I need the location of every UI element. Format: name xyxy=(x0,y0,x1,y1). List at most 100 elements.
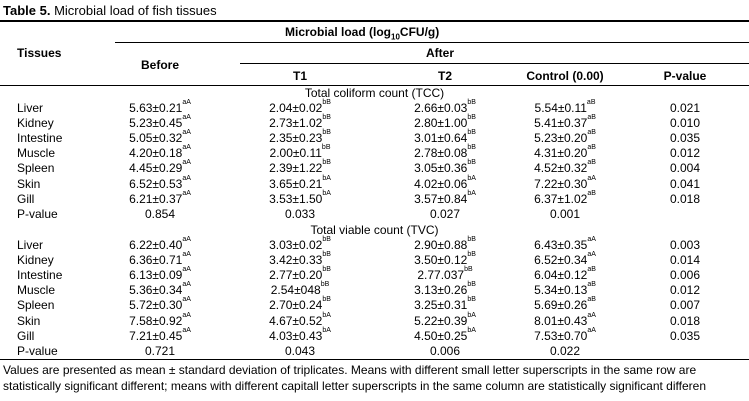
cell-value: 5.34±0.13 xyxy=(534,283,588,298)
cell-tissue: Kidney xyxy=(17,253,54,267)
cell-superscript: aA xyxy=(182,189,191,197)
cell-before: 0.721 xyxy=(110,344,210,358)
cell-before: 6.22±0.40aA xyxy=(110,236,210,252)
cell-before: 5.36±0.34aA xyxy=(110,281,210,297)
cell-value: 4.20±0.18 xyxy=(129,146,183,161)
cell-value: 7.53±0.70 xyxy=(534,328,588,343)
cell-control: 6.04±0.12aB xyxy=(515,266,615,282)
cell-pvalue: 0.035 xyxy=(650,131,720,145)
table-row: Intestine 6.13±0.09aA 2.77±0.20bB 2.77.037b… xyxy=(0,266,749,283)
cell-pvalue: 0.041 xyxy=(650,177,720,191)
cell-superscript: aA xyxy=(182,114,191,122)
cell-superscript: aA xyxy=(587,174,596,182)
cell-superscript: bB xyxy=(322,251,331,259)
header-pvalue: P-value xyxy=(663,69,707,83)
cell-value: 5.05±0.32 xyxy=(129,131,183,146)
cell-value: P-value xyxy=(17,206,58,221)
cell-superscript: bB xyxy=(467,114,476,122)
cell-before: 6.36±0.71aA xyxy=(110,251,210,267)
cell-value: 3.57±0.84 xyxy=(414,191,468,206)
cell-value: 0.018 xyxy=(669,313,701,328)
cell-pvalue: 0.007 xyxy=(650,298,720,312)
cell-t1: 2.35±0.23bB xyxy=(250,129,350,146)
cell-value: 2.00±0.11 xyxy=(269,146,322,161)
table-row: Skin 7.58±0.92aA 4.67±0.52bA 5.22±0.39bA 8.0… xyxy=(0,311,749,329)
cell-superscript: aB xyxy=(587,296,596,304)
cell-control: 5.34±0.13aB xyxy=(515,281,615,298)
cell-tissue: Liver xyxy=(17,101,43,115)
cell-value: Skin xyxy=(17,313,41,328)
cell-value: 2.35±0.23 xyxy=(269,131,323,146)
cell-tissue: Intestine xyxy=(17,131,62,145)
cell-tissue: Skin xyxy=(17,177,40,191)
cell-superscript: bA xyxy=(322,311,331,319)
cell-pvalue: 0.014 xyxy=(650,253,720,267)
cell-t2: 3.25±0.31bB xyxy=(395,296,495,312)
cell-value: 0.021 xyxy=(669,101,701,115)
cell-t1: 3.53±1.50bA xyxy=(250,190,350,206)
cell-t1: 0.033 xyxy=(250,207,350,221)
cell-superscript: bB xyxy=(321,144,331,152)
cell-superscript: aA xyxy=(182,99,191,106)
cell-value: 0.003 xyxy=(669,238,701,252)
table-row: Liver 5.63±0.21aA 2.04±0.02bB 2.66±0.03bB 5.… xyxy=(0,99,749,116)
cell-value: 0.010 xyxy=(669,116,701,131)
cell-pvalue: 0.012 xyxy=(650,283,720,297)
cell-value: 2.04±0.02 xyxy=(269,101,323,115)
cell-pvalue: 0.018 xyxy=(650,314,720,328)
cell-before: 5.72±0.30aA xyxy=(110,296,210,312)
table-title: Table 5. Microbial load of fish tissues xyxy=(3,3,217,18)
table-row: Intestine 5.05±0.32aA 2.35±0.23bB 3.01±0.64… xyxy=(0,129,749,146)
cell-value: 2.80±1.00 xyxy=(414,116,468,131)
header-group: Microbial load (log10CFU/g) xyxy=(285,25,439,41)
cell-pvalue: 0.010 xyxy=(650,116,720,130)
cell-control: 5.41±0.37aB xyxy=(515,114,615,130)
cell-t1: 3.03±0.02bB xyxy=(250,236,350,252)
cell-control: 5.23±0.20aB xyxy=(515,129,615,145)
cell-superscript: aB xyxy=(587,159,596,167)
header-group-sub: 10 xyxy=(391,32,400,42)
cell-t2: 2.90±0.88bB xyxy=(395,236,495,252)
cell-superscript: bB xyxy=(322,159,331,167)
cell-t2: 5.22±0.39bA xyxy=(395,312,495,328)
cell-tissue: Skin xyxy=(17,314,40,328)
cell-value: 7.22±0.30 xyxy=(534,176,588,191)
cell-value: 2.66±0.03 xyxy=(414,101,468,115)
cell-value: Kidney xyxy=(17,253,54,268)
cell-value: 2.73±1.02 xyxy=(269,116,323,131)
cell-t2: 3.13±0.26bB xyxy=(395,281,495,297)
cell-control: 8.01±0.43aA xyxy=(515,312,615,328)
cell-control: 4.52±0.32aB xyxy=(515,159,615,175)
cell-superscript: aA xyxy=(182,281,191,289)
cell-value: 6.22±0.40 xyxy=(129,238,183,252)
cell-value: 3.50±0.12 xyxy=(414,253,468,268)
cell-value: 3.65±0.21 xyxy=(269,176,323,191)
cell-superscript: aB xyxy=(587,266,596,274)
cell-before: 5.63±0.21aA xyxy=(110,99,210,115)
cell-value: Gill xyxy=(17,328,35,343)
cell-control: 6.37±1.02aB xyxy=(515,190,615,206)
cell-pvalue: 0.021 xyxy=(650,101,720,115)
cell-pvalue: 0.018 xyxy=(650,192,720,206)
cell-superscript: aB xyxy=(587,281,596,289)
cell-tissue: Intestine xyxy=(17,268,62,282)
cell-value: 6.37±1.02 xyxy=(534,191,588,206)
cell-superscript: bB xyxy=(322,266,331,274)
cell-value: 0.035 xyxy=(669,131,701,146)
cell-value: 5.69±0.26 xyxy=(534,298,588,313)
pvalue-row: P-value 0.854 0.033 0.027 0.001 xyxy=(0,207,749,222)
cell-value: 0.033 xyxy=(284,206,316,221)
cell-before: 7.58±0.92aA xyxy=(110,312,210,328)
cell-value: 5.54±0.11 xyxy=(534,101,587,115)
cell-control: 0.001 xyxy=(515,207,615,221)
top-rule xyxy=(0,20,749,22)
cell-superscript: bA xyxy=(467,174,476,182)
cell-value: Gill xyxy=(17,191,35,206)
cell-tissue: Spleen xyxy=(17,298,54,312)
cell-control: 4.31±0.20aB xyxy=(515,144,615,160)
table-row: Gill 6.21±0.37aA 3.53±1.50bA 3.57±0.84bA 6.3… xyxy=(0,189,749,207)
cell-t1: 0.043 xyxy=(250,344,350,358)
cell-superscript: bB xyxy=(322,99,331,106)
cell-value: Spleen xyxy=(17,161,55,176)
cell-tissue: Kidney xyxy=(17,116,54,130)
